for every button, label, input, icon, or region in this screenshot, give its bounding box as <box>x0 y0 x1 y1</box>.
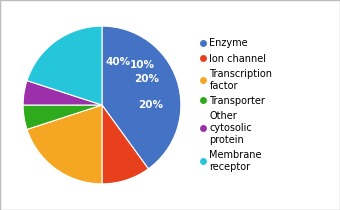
Wedge shape <box>27 105 102 184</box>
Wedge shape <box>23 81 102 105</box>
Wedge shape <box>27 26 102 105</box>
Wedge shape <box>102 26 181 169</box>
Legend: Enzyme, Ion channel, Transcription
factor, Transporter, Other
cytosolic
protein,: Enzyme, Ion channel, Transcription facto… <box>201 38 272 172</box>
Text: 10%: 10% <box>130 60 155 70</box>
Text: 20%: 20% <box>138 100 164 110</box>
Text: 40%: 40% <box>105 57 130 67</box>
Wedge shape <box>23 105 102 129</box>
Text: 20%: 20% <box>134 74 159 84</box>
Wedge shape <box>102 105 148 184</box>
